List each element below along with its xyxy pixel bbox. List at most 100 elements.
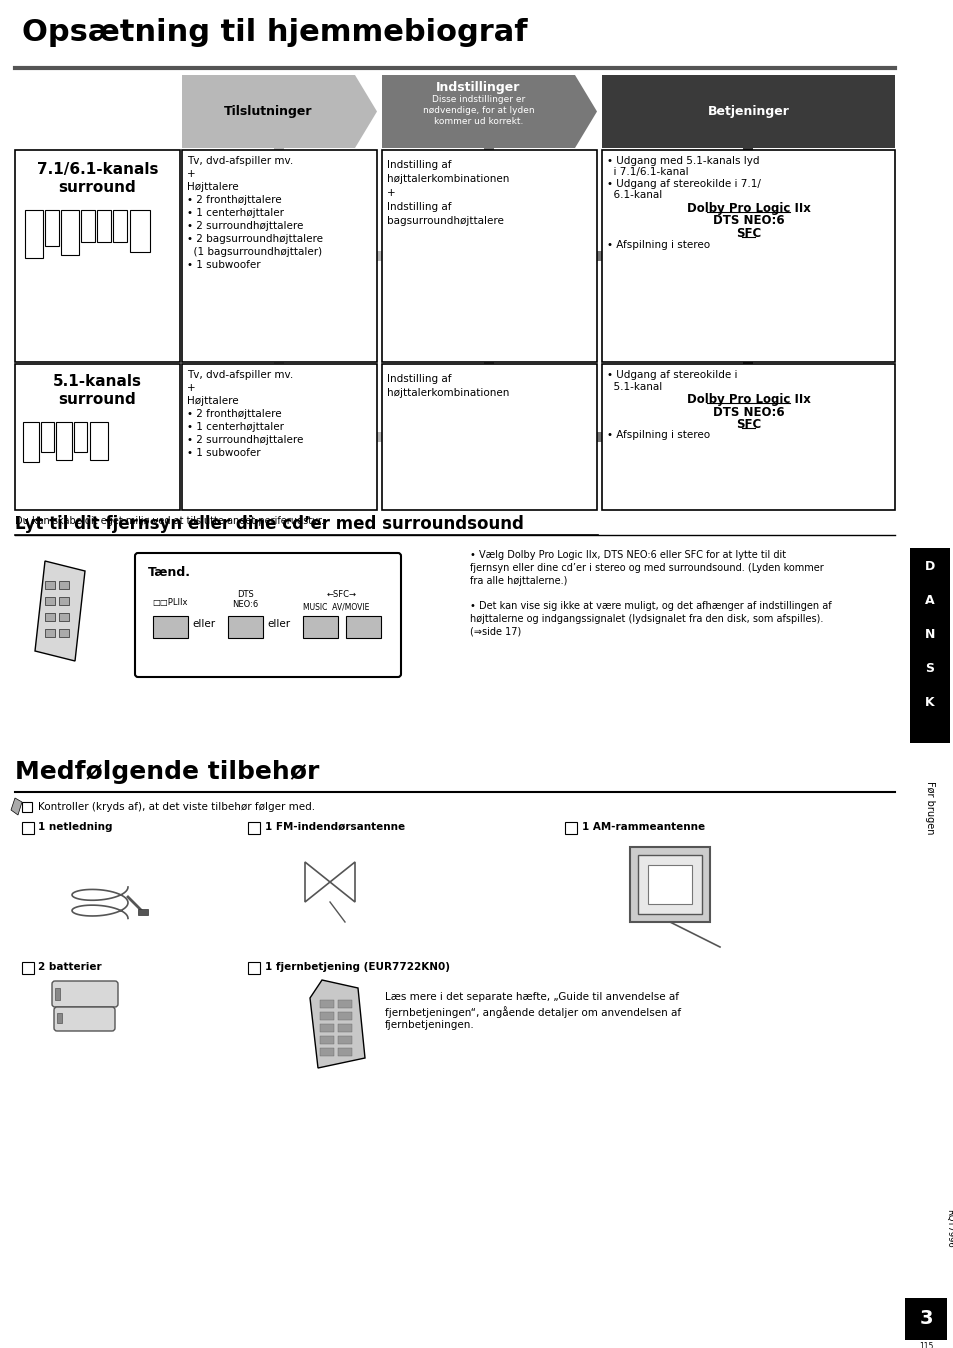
Text: • 1 subwoofer: • 1 subwoofer xyxy=(187,260,260,270)
Text: fjernbetjeningen“, angående detaljer om anvendelsen af: fjernbetjeningen“, angående detaljer om … xyxy=(385,1006,680,1018)
Text: • Vælg Dolby Pro Logic IIx, DTS NEO:6 eller SFC for at lytte til dit: • Vælg Dolby Pro Logic IIx, DTS NEO:6 el… xyxy=(470,550,785,559)
Text: højttalerne og indgangssignalet (lydsignalet fra den disk, som afspilles).: højttalerne og indgangssignalet (lydsign… xyxy=(470,613,822,624)
Bar xyxy=(601,364,894,510)
Text: • 2 fronthøjttalere: • 2 fronthøjttalere xyxy=(187,408,281,419)
Text: +: + xyxy=(187,383,195,394)
Text: Indstilling af: Indstilling af xyxy=(387,160,451,170)
Text: ←SFC→: ←SFC→ xyxy=(327,590,356,599)
Bar xyxy=(346,616,380,638)
Text: +: + xyxy=(387,187,395,198)
Text: fjernbetjeningen.: fjernbetjeningen. xyxy=(385,1020,475,1030)
Text: □□PLIIx: □□PLIIx xyxy=(152,599,188,607)
Text: Indstilling af: Indstilling af xyxy=(387,202,451,212)
Text: 1 FM-indendørsantenne: 1 FM-indendørsantenne xyxy=(265,822,405,832)
Text: Disse indstillinger er
nødvendige, for at lyden
kommer ud korrekt.: Disse indstillinger er nødvendige, for a… xyxy=(422,94,534,127)
Bar xyxy=(601,75,894,148)
Text: Medfølgende tilbehør: Medfølgende tilbehør xyxy=(15,760,319,785)
Bar xyxy=(484,148,494,150)
Polygon shape xyxy=(35,561,85,661)
Bar xyxy=(57,1012,62,1023)
Bar xyxy=(182,364,376,510)
Text: S: S xyxy=(924,662,934,675)
Polygon shape xyxy=(11,798,22,816)
Text: Betjeninger: Betjeninger xyxy=(707,105,789,119)
Text: Indstillinger: Indstillinger xyxy=(436,81,520,94)
FancyBboxPatch shape xyxy=(52,981,118,1007)
Bar xyxy=(59,581,69,589)
Text: SFC: SFC xyxy=(735,226,760,240)
Bar xyxy=(638,855,701,914)
Text: fjernsyn eller dine cd’er i stereo og med surroundsound. (Lyden kommer: fjernsyn eller dine cd’er i stereo og me… xyxy=(470,563,822,573)
Text: 1 netledning: 1 netledning xyxy=(38,822,112,832)
Bar xyxy=(25,210,43,257)
Bar xyxy=(274,363,284,364)
Text: • Afspilning i stereo: • Afspilning i stereo xyxy=(606,430,709,441)
Text: 3: 3 xyxy=(919,1309,932,1329)
Text: • 2 surroundhøjttalere: • 2 surroundhøjttalere xyxy=(187,435,303,445)
Bar xyxy=(45,613,55,621)
Text: surround: surround xyxy=(58,181,136,195)
Text: • Det kan vise sig ikke at være muligt, og det afhænger af indstillingen af: • Det kan vise sig ikke at være muligt, … xyxy=(470,601,831,611)
Text: 6.1-kanal: 6.1-kanal xyxy=(606,190,661,201)
Bar xyxy=(376,251,381,262)
Text: Opsætning til hjemmebiograf: Opsætning til hjemmebiograf xyxy=(22,18,527,47)
Text: D: D xyxy=(923,559,934,573)
Text: • Afspilning i stereo: • Afspilning i stereo xyxy=(606,240,709,249)
Bar xyxy=(376,431,381,442)
Bar xyxy=(152,616,188,638)
Bar xyxy=(303,616,337,638)
Bar xyxy=(597,251,601,262)
Text: DTS
NEO:6: DTS NEO:6 xyxy=(233,590,258,609)
Bar xyxy=(904,1298,946,1340)
Text: • 1 centerhøjttaler: • 1 centerhøjttaler xyxy=(187,422,284,431)
Bar xyxy=(138,909,148,915)
Bar xyxy=(381,150,597,363)
Bar xyxy=(45,581,55,589)
Text: surround: surround xyxy=(58,392,136,407)
Bar xyxy=(22,822,34,834)
Bar xyxy=(56,422,71,460)
Bar xyxy=(112,210,127,243)
Bar xyxy=(742,148,753,150)
Text: Højttalere: Højttalere xyxy=(187,396,238,406)
Bar xyxy=(564,822,577,834)
Text: højttalerkombinationen: højttalerkombinationen xyxy=(387,174,509,183)
Bar xyxy=(629,847,709,922)
Bar xyxy=(742,363,753,364)
Bar xyxy=(319,1012,334,1020)
Text: • Udgang med 5.1-kanals lyd: • Udgang med 5.1-kanals lyd xyxy=(606,156,759,166)
Bar xyxy=(15,364,180,510)
Text: Kontroller (kryds af), at det viste tilbehør følger med.: Kontroller (kryds af), at det viste tilb… xyxy=(38,802,314,811)
Text: Tilslutninger: Tilslutninger xyxy=(224,105,313,119)
Bar xyxy=(647,865,691,905)
Bar xyxy=(337,1037,352,1043)
Text: • 2 surroundhøjttalere: • 2 surroundhøjttalere xyxy=(187,221,303,231)
Bar xyxy=(23,422,39,462)
Bar xyxy=(45,210,59,245)
Bar xyxy=(319,1024,334,1033)
Text: MUSIC  AV/MOVIE: MUSIC AV/MOVIE xyxy=(303,603,369,611)
Text: Dolby Pro Logic IIx: Dolby Pro Logic IIx xyxy=(686,202,810,214)
Polygon shape xyxy=(381,75,597,148)
Bar xyxy=(381,364,597,510)
Bar xyxy=(81,210,95,243)
Bar xyxy=(74,422,87,452)
Text: • 2 bagsurroundhøjttalere: • 2 bagsurroundhøjttalere xyxy=(187,235,323,244)
FancyBboxPatch shape xyxy=(135,553,400,677)
Bar xyxy=(601,150,894,363)
Text: Indstilling af: Indstilling af xyxy=(387,373,451,384)
Text: 2 batterier: 2 batterier xyxy=(38,962,102,972)
Bar xyxy=(61,210,79,255)
Text: Dolby Pro Logic IIx: Dolby Pro Logic IIx xyxy=(686,394,810,406)
Bar xyxy=(130,210,150,252)
Bar xyxy=(59,597,69,605)
Text: Læs mere i det separate hæfte, „Guide til anvendelse af: Læs mere i det separate hæfte, „Guide ti… xyxy=(385,992,679,1002)
Bar xyxy=(274,148,284,150)
Text: højttalerkombinationen: højttalerkombinationen xyxy=(387,388,509,398)
Bar xyxy=(182,150,376,363)
Bar xyxy=(90,422,108,460)
Text: Tv, dvd-afspiller mv.: Tv, dvd-afspiller mv. xyxy=(187,156,293,166)
Bar xyxy=(22,802,32,811)
Text: 1 fjernbetjening (EUR7722KN0): 1 fjernbetjening (EUR7722KN0) xyxy=(265,962,450,972)
Bar xyxy=(337,1000,352,1008)
